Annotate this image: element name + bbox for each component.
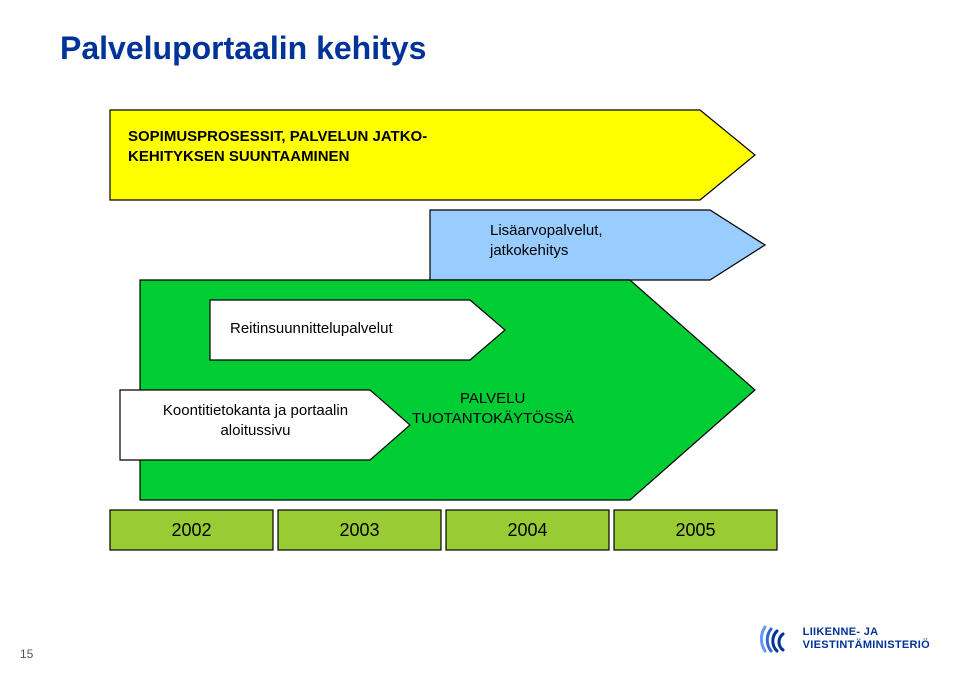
blue-arrow-text-line2: jatkokehitys (490, 242, 568, 261)
logo-text: LIIKENNE- JA VIESTINTÄMINISTERIÖ (803, 626, 930, 651)
white-box-upper-text: Reitinsuunnittelupalvelut (230, 320, 393, 339)
diagram-svg (100, 100, 800, 560)
ministry-logo: LIIKENNE- JA VIESTINTÄMINISTERIÖ (759, 621, 930, 657)
timeline-label-1: 2003 (278, 510, 441, 550)
yellow-box-text-line1: SOPIMUSPROSESSIT, PALVELUN JATKO- (128, 128, 427, 147)
page-title: Palveluportaalin kehitys (60, 30, 426, 67)
logo-icon (759, 621, 795, 657)
timeline-label-3: 2005 (614, 510, 777, 550)
white-box-lower-text-line2: aloitussivu (138, 422, 373, 441)
blue-arrow-shape (430, 210, 765, 280)
green-arrow-text-line1: PALVELU (460, 390, 525, 409)
white-box-lower-text-line1: Koontitietokanta ja portaalin (138, 402, 373, 421)
green-arrow-text-line2: TUOTANTOKÄYTÖSSÄ (412, 410, 574, 429)
timeline-label-0: 2002 (110, 510, 273, 550)
page-number: 15 (20, 647, 33, 661)
logo-text-line1: LIIKENNE- JA (803, 626, 930, 639)
timeline-label-2: 2004 (446, 510, 609, 550)
blue-arrow-text-line1: Lisäarvopalvelut, (490, 222, 603, 241)
diagram-area: SOPIMUSPROSESSIT, PALVELUN JATKO- KEHITY… (100, 100, 800, 560)
logo-text-line2: VIESTINTÄMINISTERIÖ (803, 639, 930, 652)
yellow-box-text-line2: KEHITYKSEN SUUNTAAMINEN (128, 148, 349, 167)
